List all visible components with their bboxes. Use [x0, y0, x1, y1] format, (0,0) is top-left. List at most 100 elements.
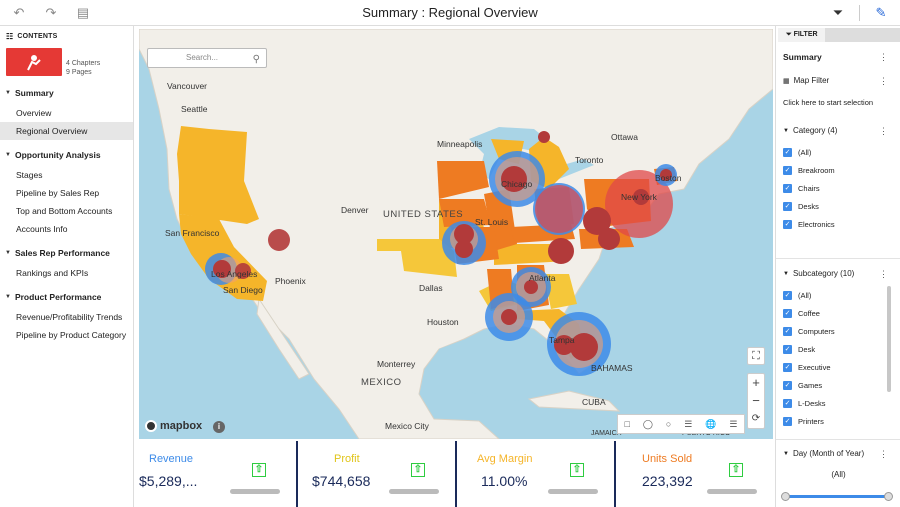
table-of-contents-icon[interactable]: ▤ [76, 5, 90, 20]
checkbox-checked-icon[interactable]: ✓ [783, 290, 792, 300]
checkbox-checked-icon[interactable]: ✓ [783, 183, 792, 193]
filter-funnel-icon: ⏷ [786, 31, 792, 38]
more-options-icon[interactable]: ⋮ [879, 449, 888, 459]
bubble-seattle-region[interactable] [268, 229, 290, 251]
bubble-los-angeles[interactable] [205, 253, 251, 285]
subcategory-option-printers[interactable]: ✓ Printers [783, 416, 824, 426]
subcategory-filter-header[interactable]: ▼ Subcategory (10) [783, 269, 855, 278]
bubble-tampa[interactable] [547, 312, 611, 376]
more-options-icon[interactable]: ⋮ [879, 76, 888, 86]
rectangle-select-icon[interactable]: □ [624, 419, 630, 429]
kpi-revenue[interactable]: Revenue $5,289,... ⇧ [139, 441, 298, 507]
page-overview[interactable]: Overview [16, 108, 52, 118]
bubble-chicago[interactable] [489, 131, 550, 207]
checkbox-checked-icon[interactable]: ✓ [783, 308, 792, 318]
category-option-desks[interactable]: ✓ Desks [783, 201, 819, 211]
bar-chart-icon: ▦ [783, 77, 790, 85]
up-arrow-icon: ⇧ [570, 463, 584, 477]
state-iowa [439, 199, 491, 227]
filter-scrollbar[interactable] [887, 286, 891, 392]
subcategory-option-desk[interactable]: ✓ Desk [783, 344, 816, 354]
subcategory-option-coffee[interactable]: ✓ Coffee [783, 308, 820, 318]
page-revenue-profitability-trends[interactable]: Revenue/Profitability Trends [16, 312, 123, 322]
lasso-select-icon[interactable]: ◯ [642, 418, 653, 429]
page-top-and-bottom-accounts[interactable]: Top and Bottom Accounts [16, 206, 113, 216]
page-regional-overview[interactable]: Regional Overview [0, 122, 133, 140]
kpi-profit[interactable]: Profit $744,658 ⇧ [298, 441, 457, 507]
filter-icon[interactable]: ⏷ [832, 5, 844, 20]
kpi-progress-bar [230, 489, 280, 494]
book-thumbnail[interactable] [6, 48, 62, 76]
checkbox-checked-icon[interactable]: ✓ [783, 344, 792, 354]
more-options-icon[interactable]: ⋮ [879, 52, 888, 62]
filter-tab-bar [825, 28, 900, 42]
checkbox-checked-icon[interactable]: ✓ [783, 219, 792, 229]
collapse-triangle-icon: ▼ [5, 294, 11, 300]
checkbox-checked-icon[interactable]: ✓ [783, 165, 792, 175]
zoom-in-button[interactable]: + [752, 375, 760, 390]
kpi-units-sold[interactable]: Units Sold 223,392 ⇧ [616, 441, 773, 507]
map-canvas[interactable] [139, 29, 773, 439]
fullscreen-icon[interactable]: ⛶ [747, 347, 765, 365]
section-summary[interactable]: ▼ Summary [5, 88, 54, 98]
circle-select-icon[interactable]: ○ [665, 419, 672, 429]
checkbox-checked-icon[interactable]: ✓ [783, 398, 792, 408]
category-option-all[interactable]: ✓ (All) [783, 147, 812, 157]
bubble-boston[interactable] [655, 164, 677, 186]
kpi-avg-margin[interactable]: Avg Margin 11.00% ⇧ [457, 441, 616, 507]
bubble-st-louis[interactable] [442, 221, 486, 265]
regional-map[interactable]: Vancouver Seattle Minneapolis Ottawa Tor… [139, 29, 773, 439]
category-option-breakroom[interactable]: ✓ Breakroom [783, 165, 835, 175]
map-filter-hint[interactable]: Click here to start selection [783, 98, 874, 107]
checkbox-checked-icon[interactable]: ✓ [783, 326, 792, 336]
subcategory-option-games[interactable]: ✓ Games [783, 380, 823, 390]
page-pipeline-by-sales-rep[interactable]: Pipeline by Sales Rep [16, 188, 100, 198]
checkbox-checked-icon[interactable]: ✓ [783, 416, 792, 426]
more-options-icon[interactable]: ⋮ [879, 269, 888, 279]
top-toolbar: ↶ ↷ ▤ Summary : Regional Overview ⏷ ✎ [0, 0, 900, 26]
section-sales-rep-performance[interactable]: ▼ Sales Rep Performance [5, 248, 110, 258]
checkbox-checked-icon[interactable]: ✓ [783, 380, 792, 390]
checkbox-checked-icon[interactable]: ✓ [783, 201, 792, 211]
section-opportunity-analysis[interactable]: ▼ Opportunity Analysis [5, 150, 101, 160]
day-filter-header[interactable]: ▼ Day (Month of Year) [783, 449, 865, 458]
kpi-title: Units Sold [642, 453, 693, 465]
subcategory-option-executive[interactable]: ✓ Executive [783, 362, 831, 372]
globe-icon[interactable]: 🌐 [705, 418, 717, 429]
compass-icon[interactable]: ⟳ [751, 413, 761, 424]
day-filter-value: (All) [831, 470, 846, 479]
state-minnesota [437, 161, 489, 199]
section-product-performance[interactable]: ▼ Product Performance [5, 292, 102, 302]
day-range-slider[interactable] [781, 492, 893, 501]
kpi-title: Profit [334, 453, 360, 465]
subcategory-option-l-desks[interactable]: ✓ L-Desks [783, 398, 826, 408]
category-option-chairs[interactable]: ✓ Chairs [783, 183, 820, 193]
page-accounts-info[interactable]: Accounts Info [16, 224, 68, 234]
checkbox-checked-icon[interactable]: ✓ [783, 147, 792, 157]
page-rankings-and-kpis[interactable]: Rankings and KPIs [16, 268, 89, 278]
map-filter-row[interactable]: ▦ Map Filter [783, 76, 830, 85]
subcategory-option-computers[interactable]: ✓ Computers [783, 326, 835, 336]
bubble-houston[interactable] [485, 293, 533, 341]
page-pipeline-by-product-category[interactable]: Pipeline by Product Category [16, 330, 127, 340]
more-options-icon[interactable]: ⋮ [879, 126, 888, 136]
legend-icon[interactable]: ☰ [729, 418, 738, 429]
layers-icon[interactable]: ☰ [684, 418, 693, 429]
subcategory-option-all[interactable]: ✓ (All) [783, 290, 812, 300]
filter-tab[interactable]: ⏷ FILTER [778, 28, 825, 42]
slider-handle-min[interactable] [781, 492, 790, 501]
map-search-input[interactable]: Search... ⚲ [147, 48, 267, 68]
bubble-new-york[interactable] [533, 170, 673, 264]
contents-panel: ☷ CONTENTS 4 Chapters 9 Pages ▼ Summary O… [0, 26, 134, 507]
zoom-out-button[interactable]: − [752, 393, 760, 408]
undo-icon[interactable]: ↶ [13, 5, 25, 20]
checkbox-checked-icon[interactable]: ✓ [783, 362, 792, 372]
attribution-info-icon[interactable]: i [213, 421, 225, 433]
page-stages[interactable]: Stages [16, 170, 43, 180]
edit-pencil-icon[interactable]: ✎ [875, 5, 887, 20]
category-option-electronics[interactable]: ✓ Electronics [783, 219, 835, 229]
category-filter-header[interactable]: ▼ Category (4) [783, 126, 838, 135]
redo-icon[interactable]: ↷ [45, 5, 57, 20]
slider-handle-max[interactable] [884, 492, 893, 501]
